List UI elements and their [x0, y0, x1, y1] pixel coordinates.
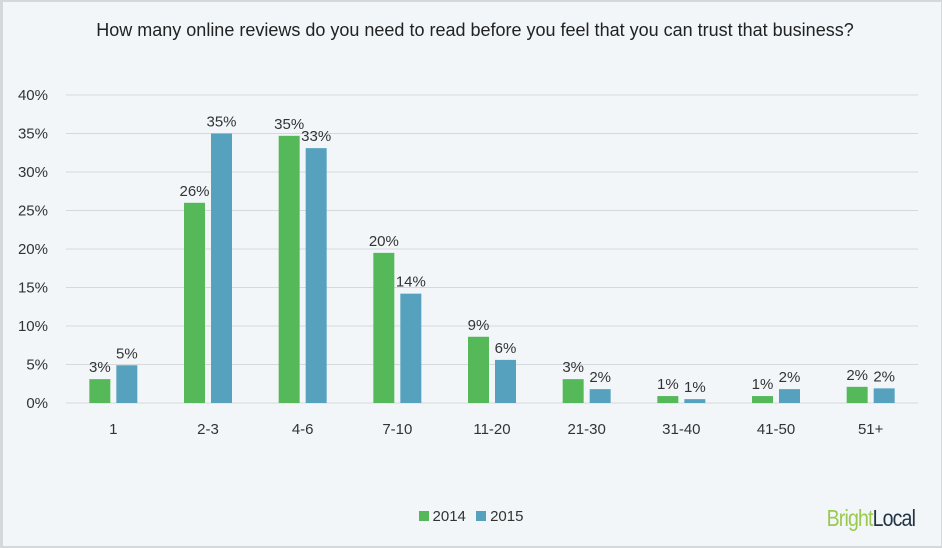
bar-2014-4-6: [278, 135, 300, 403]
data-label: 6%: [495, 340, 517, 357]
data-label: 2%: [589, 369, 611, 386]
legend-label-2014: 2014: [432, 508, 466, 525]
x-tick-label: 31-40: [662, 421, 700, 438]
bar-2015-51+: [873, 388, 895, 403]
data-label: 5%: [116, 345, 138, 362]
x-tick-label: 51+: [858, 421, 884, 438]
data-label: 1%: [752, 376, 774, 393]
bar-2015-41-50: [779, 389, 800, 403]
data-label: 1%: [657, 376, 679, 393]
x-tick-label: 2-3: [197, 421, 219, 438]
bar-2014-41-50: [752, 396, 773, 403]
bar-2015-7-10: [400, 293, 422, 403]
data-label: 26%: [179, 183, 209, 200]
y-tick-label: 25%: [18, 203, 48, 220]
bar-2014-2-3: [184, 202, 205, 403]
data-label: 33%: [301, 128, 331, 145]
data-label: 3%: [562, 359, 584, 376]
y-tick-label: 35%: [18, 126, 48, 143]
data-label: 35%: [274, 116, 304, 133]
legend-swatch-2014: [418, 511, 429, 521]
x-tick-label: 21-30: [567, 421, 605, 438]
y-tick-label: 30%: [18, 164, 48, 181]
legend: 2014 2015: [0, 508, 942, 525]
data-label: 20%: [369, 233, 399, 250]
y-tick-label: 40%: [18, 87, 48, 104]
bar-2014-21-30: [562, 379, 584, 403]
y-tick-label: 20%: [18, 241, 48, 258]
logo-part-bright: Bright: [826, 505, 874, 531]
data-label: 2%: [846, 367, 868, 384]
bar-2014-11-20: [468, 336, 489, 403]
logo-part-local: Local: [872, 505, 916, 531]
bar-2015-4-6: [305, 148, 327, 403]
bar-2015-1: [116, 365, 138, 403]
bar-2015-2-3: [211, 133, 232, 403]
data-label: 1%: [684, 379, 706, 396]
bar-2015-31-40: [684, 399, 706, 403]
bar-2014-1: [89, 379, 111, 403]
bar-2015-11-20: [495, 359, 516, 403]
data-label: 35%: [206, 114, 236, 131]
legend-label-2015: 2015: [490, 508, 524, 525]
bar-2014-7-10: [373, 252, 395, 403]
x-tick-label: 7-10: [382, 421, 412, 438]
x-tick-label: 4-6: [292, 421, 314, 438]
y-tick-label: 0%: [26, 395, 48, 412]
data-label: 3%: [89, 359, 111, 376]
chart-title: How many online reviews do you need to r…: [96, 20, 854, 40]
y-tick-label: 15%: [18, 280, 48, 297]
bar-2014-31-40: [657, 396, 679, 403]
data-label: 2%: [779, 369, 801, 386]
data-label: 2%: [873, 368, 895, 385]
legend-item-2015: 2015: [476, 508, 523, 525]
x-tick-label: 41-50: [757, 421, 795, 438]
data-label: 14%: [396, 274, 426, 291]
x-tick-label: 1: [109, 421, 117, 438]
bar-2014-51+: [846, 386, 868, 403]
x-tick-label: 11-20: [473, 421, 510, 438]
brightlocal-logo: BrightLocal: [826, 505, 916, 532]
y-tick-label: 5%: [26, 357, 48, 374]
bar-2015-21-30: [589, 389, 611, 403]
legend-item-2014: 2014: [418, 508, 466, 525]
y-tick-label: 10%: [18, 318, 48, 335]
legend-swatch-2015: [476, 511, 487, 521]
data-label: 9%: [468, 317, 490, 334]
